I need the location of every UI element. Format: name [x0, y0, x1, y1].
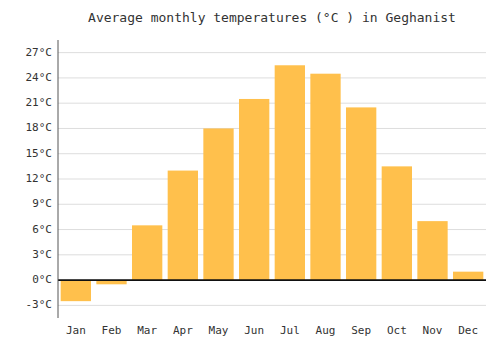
y-tick-label: 21°C [26, 96, 53, 109]
chart-svg: Average monthly temperatures (°C ) in Ge… [0, 0, 500, 350]
x-tick-label: Aug [316, 324, 336, 337]
y-tick-label: 12°C [26, 172, 53, 185]
grid-line [58, 52, 486, 53]
grid-line [58, 204, 486, 205]
bar [239, 99, 269, 280]
x-tick-label: Jul [280, 324, 300, 337]
bar [310, 74, 340, 280]
y-tick-label: 3°C [32, 248, 52, 261]
y-tick-label: 24°C [26, 71, 53, 84]
y-tick-label: 6°C [32, 223, 52, 236]
x-tick-label: Feb [102, 324, 122, 337]
y-tick-label: 15°C [26, 147, 53, 160]
bar [382, 166, 412, 280]
x-tick-label: Sep [351, 324, 371, 337]
x-tick-label: Mar [137, 324, 157, 337]
y-axis-line [58, 40, 59, 318]
x-tick-label: Jun [244, 324, 264, 337]
grid [58, 53, 486, 306]
y-tick-label: -3°C [26, 298, 53, 311]
grid-line [58, 77, 486, 78]
grid-line [58, 103, 486, 104]
y-tick-label: 18°C [26, 121, 53, 134]
x-tick-label: Nov [423, 324, 443, 337]
bar [168, 171, 198, 281]
chart-container: Average monthly temperatures (°C ) in Ge… [0, 0, 500, 350]
x-tick-label: Apr [173, 324, 193, 337]
grid-line [58, 179, 486, 180]
y-tick-label: 27°C [26, 46, 53, 59]
bar [203, 128, 233, 280]
y-tick-label: 0°C [32, 273, 52, 286]
bar [453, 272, 483, 280]
grid-line [58, 128, 486, 129]
grid-line [58, 305, 486, 306]
bar [275, 65, 305, 280]
x-tick-label: Dec [458, 324, 478, 337]
x-tick-label: Oct [387, 324, 407, 337]
bars [61, 65, 484, 301]
x-tick-label: Jan [66, 324, 86, 337]
y-tick-label: 9°C [32, 197, 52, 210]
bar [417, 221, 447, 280]
chart-title: Average monthly temperatures (°C ) in Ge… [88, 10, 456, 25]
bar [132, 225, 162, 280]
grid-line [58, 153, 486, 154]
grid-line [58, 280, 486, 281]
x-tick-label: May [209, 324, 229, 337]
bar [61, 280, 91, 301]
zero-line [58, 279, 486, 281]
bar [346, 107, 376, 280]
